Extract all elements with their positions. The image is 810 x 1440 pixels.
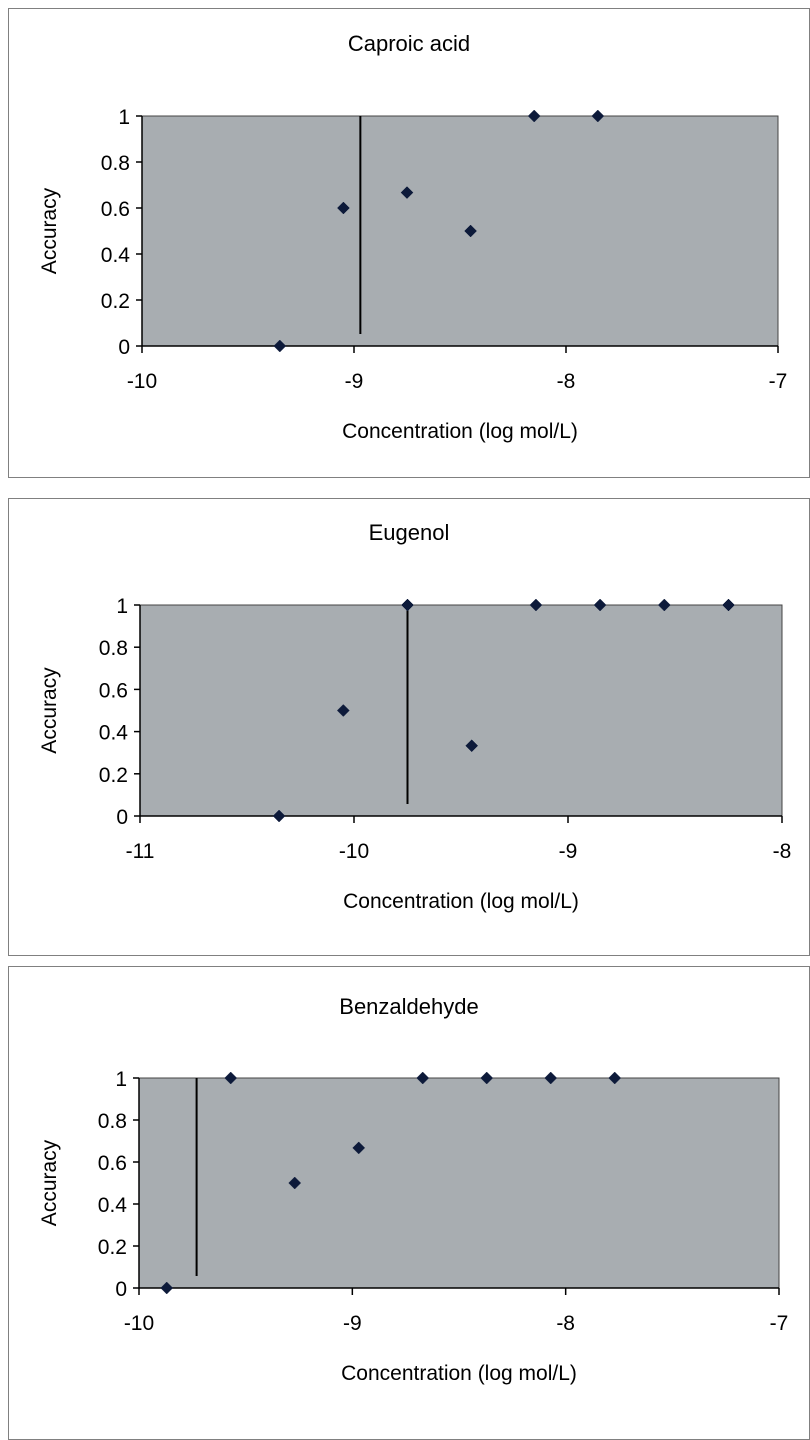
data-point <box>337 201 350 215</box>
x-tick-label: -8 <box>557 370 576 393</box>
chart-svg: Eugenol 0 0.2 0.4 0.6 0.8 1 -11 -10 -9 -8 Concentra… <box>8 498 810 956</box>
data-point <box>529 598 543 612</box>
data-point <box>401 598 414 612</box>
plot-area <box>139 604 783 817</box>
x-tick-label: -7 <box>769 370 788 393</box>
data-point <box>416 1071 430 1085</box>
x-tick-label: -9 <box>345 370 364 393</box>
plot-area <box>141 115 779 347</box>
x-tick-label: -9 <box>343 1312 362 1335</box>
data-point <box>465 739 479 753</box>
chart-title: Eugenol <box>369 520 450 545</box>
data-point <box>160 1281 174 1295</box>
data-point <box>336 704 350 717</box>
y-axis-label: Accuracy <box>38 667 61 754</box>
y-tick-label: 0.2 <box>99 764 128 787</box>
y-tick-label: 0.4 <box>101 244 131 267</box>
y-tick-label: 0.8 <box>99 637 128 660</box>
y-tick-label: 0.2 <box>101 290 130 313</box>
data-point <box>608 1071 622 1085</box>
y-tick-label: 1 <box>116 595 128 618</box>
y-tick-label: 0.6 <box>98 1152 127 1175</box>
y-tick-label: 0.4 <box>98 1194 128 1217</box>
x-axis-label: Concentration (log mol/L) <box>341 1362 577 1385</box>
chart-title: Caproic acid <box>348 31 470 56</box>
x-tick-label: -8 <box>556 1312 575 1335</box>
data-point <box>272 809 286 823</box>
chart-svg: Benzaldehyde 0 0.2 0.4 0.6 0.8 1 -10 -9 -8 -7 Conce… <box>8 966 810 1440</box>
x-tick-label: -7 <box>770 1312 789 1335</box>
data-point <box>464 224 477 238</box>
x-tick-label: -10 <box>124 1312 154 1335</box>
y-axis-label: Accuracy <box>38 187 61 274</box>
x-tick-label: -8 <box>773 840 792 863</box>
chart-benzaldehyde: Benzaldehyde 0 0.2 0.4 0.6 0.8 1 -10 -9 -8 -7 Conce… <box>8 966 810 1440</box>
data-point <box>722 598 735 612</box>
x-tick-label: -11 <box>126 840 155 863</box>
y-tick-label: 0.8 <box>98 1110 127 1133</box>
data-point <box>400 186 414 199</box>
y-tick-label: 0 <box>116 806 128 829</box>
chart-eugenol: Eugenol 0 0.2 0.4 0.6 0.8 1 -11 -10 -9 -8 Concentra… <box>8 498 810 968</box>
data-point <box>480 1071 494 1085</box>
x-axis-label: Concentration (log mol/L) <box>342 420 578 443</box>
y-tick-label: 0.2 <box>98 1236 127 1259</box>
data-point <box>352 1141 366 1155</box>
data-point <box>591 109 605 123</box>
x-tick-label: -10 <box>127 370 157 393</box>
y-tick-label: 0 <box>118 336 130 359</box>
y-tick-label: 1 <box>115 1068 127 1091</box>
data-point <box>544 1071 558 1085</box>
y-tick-label: 0.8 <box>101 152 130 175</box>
chart-title: Benzaldehyde <box>339 994 478 1019</box>
x-tick-label: -9 <box>559 840 578 863</box>
data-point <box>288 1176 302 1190</box>
chart-svg: Caproic acid 0 0.2 0.4 0.6 0.8 1 -10 -9 -8 -7 Conce… <box>8 8 810 478</box>
x-axis-label: Concentration (log mol/L) <box>343 890 579 913</box>
y-tick-label: 0 <box>115 1278 127 1301</box>
x-tick-label: -10 <box>339 840 369 863</box>
y-axis-label: Accuracy <box>38 1139 61 1226</box>
chart-caproic-acid: Caproic acid 0 0.2 0.4 0.6 0.8 1 -10 -9 -8 -7 Conce… <box>8 8 810 478</box>
y-tick-label: 0.6 <box>101 198 130 221</box>
data-point <box>657 598 671 612</box>
y-tick-label: 0.4 <box>99 722 129 745</box>
data-point <box>273 339 287 353</box>
plot-area <box>138 1077 780 1289</box>
y-tick-label: 1 <box>118 106 130 129</box>
data-point <box>527 109 541 123</box>
y-tick-label: 0.6 <box>99 679 128 702</box>
data-point <box>593 598 607 612</box>
data-point <box>224 1071 238 1085</box>
